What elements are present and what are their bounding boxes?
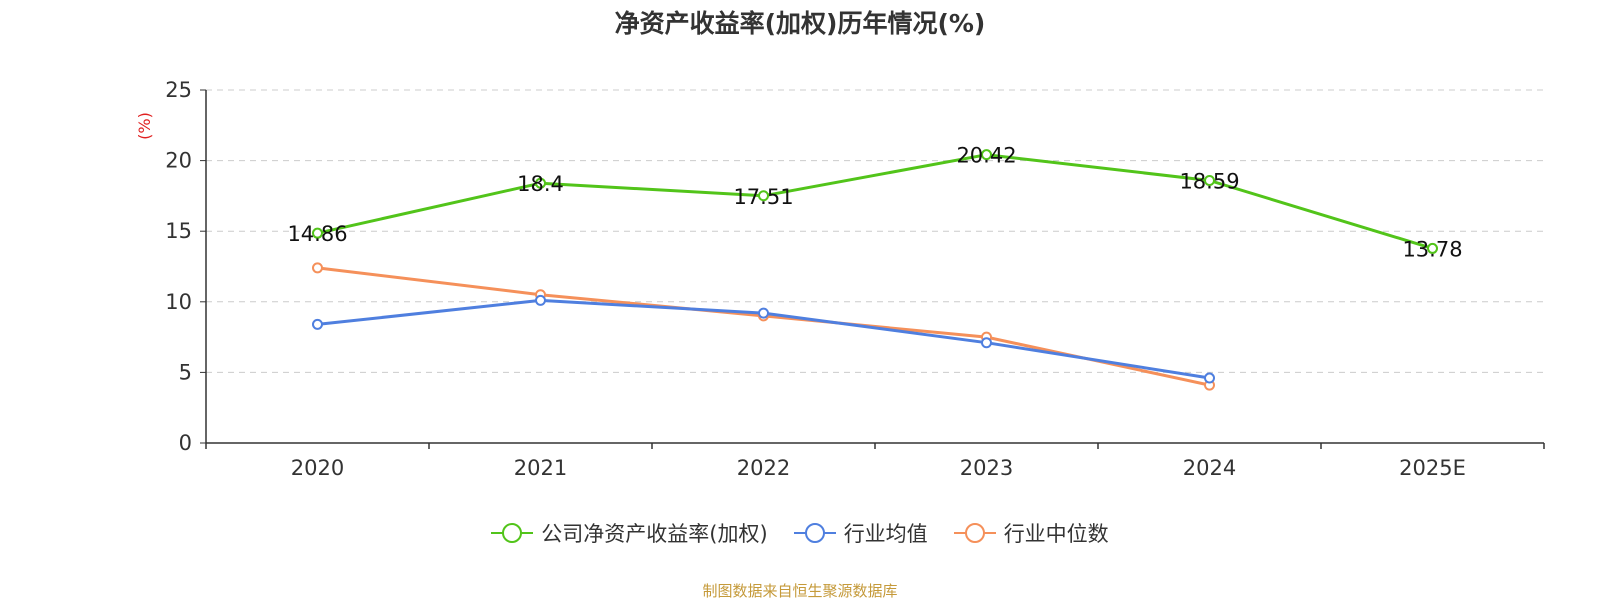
data-point-1	[981, 337, 992, 349]
y-tick-label: 20	[165, 149, 192, 173]
data-point-0	[1427, 242, 1438, 254]
legend-swatch-icon	[793, 523, 836, 543]
legend-item-2[interactable]: 行业中位数	[953, 518, 1109, 548]
data-label: 18.59	[1179, 170, 1239, 194]
data-label: 13.78	[1402, 237, 1462, 261]
legend-swatch-icon	[491, 523, 534, 543]
data-point-1	[535, 294, 546, 306]
data-label: 18.4	[517, 172, 564, 196]
legend-label: 行业中位数	[1003, 522, 1109, 546]
data-point-2	[312, 262, 323, 274]
legend-label: 公司净资产收益率(加权)	[541, 522, 768, 546]
y-tick-label: 0	[179, 431, 192, 455]
data-label: 14.86	[287, 222, 347, 246]
x-tick-label: 2024	[1183, 456, 1236, 480]
data-point-0	[981, 149, 992, 161]
x-tick-label: 2020	[291, 456, 344, 480]
chart-legend: 公司净资产收益率(加权) 行业均值 行业中位数	[0, 518, 1600, 548]
data-point-0	[312, 227, 323, 239]
x-tick-label: 2023	[960, 456, 1013, 480]
x-tick-label: 2022	[737, 456, 790, 480]
legend-label: 行业均值	[843, 522, 928, 546]
chart-title: 净资产收益率(加权)历年情况(%)	[614, 9, 986, 38]
data-point-1	[312, 318, 323, 330]
y-axis-label: (%)	[135, 112, 154, 140]
legend-item-0[interactable]: 公司净资产收益率(加权)	[491, 518, 768, 548]
data-label: 17.51	[733, 185, 793, 209]
data-point-1	[1204, 372, 1215, 384]
series-line-2	[317, 266, 1210, 387]
data-point-1	[758, 307, 769, 319]
legend-swatch-icon	[953, 523, 996, 543]
legend-item-1[interactable]: 行业均值	[793, 518, 928, 548]
y-tick-label: 10	[165, 290, 192, 314]
y-tick-label: 15	[165, 219, 192, 243]
data-point-0	[535, 177, 546, 189]
x-tick-label: 2025E	[1399, 456, 1466, 480]
x-tick-label: 2021	[514, 456, 567, 480]
data-point-0	[1204, 175, 1215, 187]
y-tick-label: 5	[179, 360, 192, 384]
y-tick-label: 25	[165, 78, 192, 102]
data-source-note: 制图数据来自恒生聚源数据库	[702, 582, 898, 600]
data-label: 20.42	[956, 144, 1016, 168]
series-line-0	[317, 153, 1433, 250]
data-point-0	[758, 190, 769, 202]
